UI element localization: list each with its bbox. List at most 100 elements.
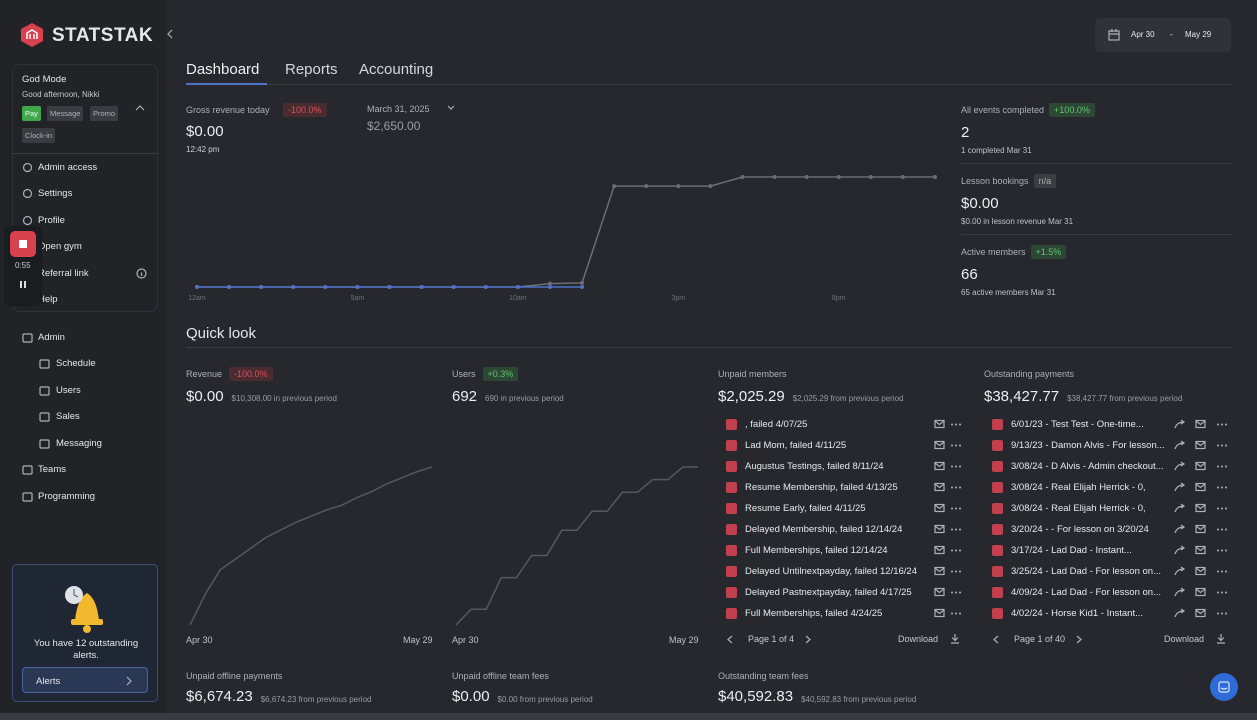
compare-date[interactable]: March 31, 2025 bbox=[367, 104, 430, 114]
email-icon[interactable] bbox=[1195, 440, 1207, 451]
list-row[interactable]: 3/08/24 - Real Elijah Herrick - 0, bbox=[1011, 482, 1146, 493]
more-icon[interactable] bbox=[1216, 608, 1228, 619]
download-icon[interactable] bbox=[1216, 633, 1226, 644]
list-row[interactable]: 6/01/23 - Test Test - One-time... bbox=[1011, 419, 1144, 430]
list-row[interactable]: Augustus Testings, failed 8/11/24 bbox=[745, 461, 884, 472]
list-row[interactable]: Full Memberships, failed 12/14/24 bbox=[745, 545, 888, 556]
list-row[interactable]: 3/08/24 - D Alvis - Admin checkout... bbox=[1011, 461, 1164, 472]
download[interactable]: Download bbox=[1164, 634, 1205, 644]
collapse-icon[interactable] bbox=[135, 104, 145, 112]
more-icon[interactable] bbox=[950, 440, 962, 451]
email-icon[interactable] bbox=[934, 440, 946, 451]
mode-button[interactable]: Clock-in bbox=[22, 128, 56, 143]
more-icon[interactable] bbox=[1216, 440, 1228, 451]
pause-bar[interactable] bbox=[24, 281, 26, 288]
email-icon[interactable] bbox=[1195, 524, 1207, 535]
share-icon[interactable] bbox=[1174, 482, 1186, 493]
more-icon[interactable] bbox=[1216, 419, 1228, 430]
download-icon[interactable] bbox=[950, 633, 960, 644]
email-icon[interactable] bbox=[1195, 482, 1207, 493]
email-icon[interactable] bbox=[1195, 566, 1207, 577]
email-icon[interactable] bbox=[1195, 587, 1207, 598]
date-range[interactable]: Apr 30 - May 29 bbox=[1095, 18, 1231, 52]
menu-item[interactable]: Profile bbox=[38, 214, 65, 226]
next-page[interactable] bbox=[1075, 635, 1083, 644]
more-icon[interactable] bbox=[1216, 482, 1228, 493]
email-icon[interactable] bbox=[934, 587, 946, 598]
more-icon[interactable] bbox=[950, 608, 962, 619]
list-row[interactable]: 9/13/23 - Damon Alvis - For lesson... bbox=[1011, 440, 1165, 451]
nav-subitem[interactable]: Sales bbox=[56, 411, 80, 422]
download[interactable]: Download bbox=[898, 634, 939, 644]
sidebar-toggle[interactable] bbox=[164, 28, 176, 40]
email-icon[interactable] bbox=[934, 566, 946, 577]
tab[interactable]: Reports bbox=[285, 61, 338, 78]
list-row[interactable]: Delayed Pastnextpayday, failed 4/17/25 bbox=[745, 587, 912, 598]
prev-page[interactable] bbox=[992, 635, 1000, 644]
email-icon[interactable] bbox=[934, 503, 946, 514]
chat-button[interactable] bbox=[1210, 673, 1238, 701]
share-icon[interactable] bbox=[1174, 419, 1186, 430]
more-icon[interactable] bbox=[1216, 566, 1228, 577]
more-icon[interactable] bbox=[950, 545, 962, 556]
nav-subitem[interactable]: Schedule bbox=[56, 358, 96, 369]
mode-button[interactable]: Message bbox=[47, 106, 84, 121]
email-icon[interactable] bbox=[934, 461, 946, 472]
list-row[interactable]: Resume Membership, failed 4/13/25 bbox=[745, 482, 898, 493]
list-row[interactable]: 3/08/24 - Real Elijah Herrick - 0, bbox=[1011, 503, 1146, 514]
more-icon[interactable] bbox=[950, 503, 962, 514]
more-icon[interactable] bbox=[1216, 524, 1228, 535]
more-icon[interactable] bbox=[950, 587, 962, 598]
prev-page[interactable] bbox=[726, 635, 734, 644]
tab[interactable]: Dashboard bbox=[186, 61, 260, 78]
nav-item[interactable]: Teams bbox=[38, 464, 66, 475]
share-icon[interactable] bbox=[1174, 608, 1186, 619]
more-icon[interactable] bbox=[1216, 545, 1228, 556]
list-row[interactable]: 4/09/24 - Lad Dad - For lesson on... bbox=[1011, 587, 1161, 598]
list-row[interactable]: Full Memberships, failed 4/24/25 bbox=[745, 608, 883, 619]
menu-item[interactable]: Settings bbox=[38, 188, 73, 200]
mode-button[interactable]: Promo bbox=[90, 106, 119, 121]
share-icon[interactable] bbox=[1174, 503, 1186, 514]
nav-item[interactable]: Admin bbox=[38, 332, 65, 343]
pause-bar[interactable] bbox=[20, 281, 22, 288]
more-icon[interactable] bbox=[950, 461, 962, 472]
email-icon[interactable] bbox=[934, 545, 946, 556]
share-icon[interactable] bbox=[1174, 545, 1186, 556]
more-icon[interactable] bbox=[1216, 461, 1228, 472]
email-icon[interactable] bbox=[1195, 608, 1207, 619]
menu-item[interactable]: Open gym bbox=[38, 241, 82, 253]
email-icon[interactable] bbox=[1195, 503, 1207, 514]
list-row[interactable]: Resume Early, failed 4/11/25 bbox=[745, 503, 866, 514]
more-icon[interactable] bbox=[950, 482, 962, 493]
mode-button[interactable]: Pay bbox=[22, 106, 41, 121]
list-row[interactable]: 3/25/24 - Lad Dad - For lesson on... bbox=[1011, 566, 1161, 577]
list-row[interactable]: Delayed Untilnextpayday, failed 12/16/24 bbox=[745, 566, 917, 577]
share-icon[interactable] bbox=[1174, 461, 1186, 472]
next-page[interactable] bbox=[804, 635, 812, 644]
email-icon[interactable] bbox=[1195, 419, 1207, 430]
tab[interactable]: Accounting bbox=[359, 61, 434, 78]
share-icon[interactable] bbox=[1174, 440, 1186, 451]
more-icon[interactable] bbox=[1216, 503, 1228, 514]
list-row[interactable]: 3/17/24 - Lad Dad - Instant... bbox=[1011, 545, 1132, 556]
menu-item[interactable]: Admin access bbox=[38, 162, 98, 173]
nav-subitem[interactable]: Users bbox=[56, 384, 81, 396]
list-row[interactable]: Delayed Membership, failed 12/14/24 bbox=[745, 524, 903, 535]
nav-subitem[interactable]: Messaging bbox=[56, 437, 102, 449]
alerts-button[interactable]: Alerts bbox=[22, 667, 148, 693]
more-icon[interactable] bbox=[950, 566, 962, 577]
list-row[interactable]: , failed 4/07/25 bbox=[745, 419, 808, 430]
more-icon[interactable] bbox=[950, 524, 962, 535]
email-icon[interactable] bbox=[1195, 461, 1207, 472]
email-icon[interactable] bbox=[934, 524, 946, 535]
list-row[interactable]: 4/02/24 - Horse Kid1 - Instant... bbox=[1011, 608, 1144, 619]
email-icon[interactable] bbox=[934, 419, 946, 430]
compare-dropdown[interactable] bbox=[447, 105, 455, 111]
nav-item[interactable]: Programming bbox=[38, 490, 96, 502]
share-icon[interactable] bbox=[1174, 587, 1186, 598]
share-icon[interactable] bbox=[1174, 524, 1186, 535]
more-icon[interactable] bbox=[1216, 587, 1228, 598]
email-icon[interactable] bbox=[1195, 545, 1207, 556]
more-icon[interactable] bbox=[950, 419, 962, 430]
